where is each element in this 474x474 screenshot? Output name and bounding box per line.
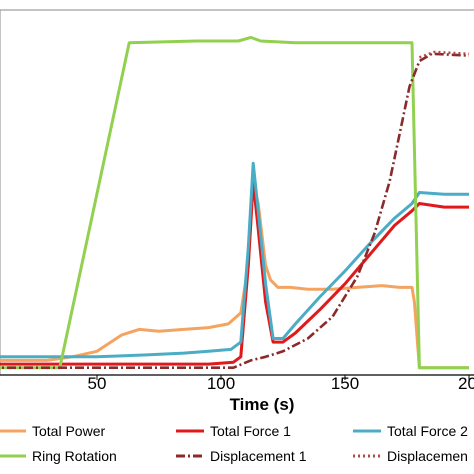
x-axis-title: Time (s)	[230, 395, 295, 414]
x-ticks: 50 100 150 20	[88, 374, 474, 393]
legend-label: Total Force 2	[387, 423, 468, 439]
series-line-displacement-2	[418, 50, 470, 59]
series-line-total-force-1	[0, 180, 469, 366]
legend-label: Total Power	[32, 423, 105, 439]
legend: Total Power Total Force 1 Total Force 2 Rin…	[0, 423, 468, 464]
legend-label: Displacement 1	[210, 448, 307, 464]
x-tick-label: 20	[458, 374, 474, 393]
series-line-ring-rotation	[0, 35, 469, 370]
x-tick-label: 150	[331, 374, 359, 393]
x-tick-label: 100	[207, 374, 235, 393]
legend-label: Total Force 1	[210, 423, 291, 439]
series-line-displacement-1	[0, 52, 470, 370]
legend-label: Displacemen	[387, 448, 468, 464]
series-line-total-force-2	[0, 161, 469, 359]
legend-label: Ring Rotation	[32, 448, 117, 464]
series-layer	[0, 35, 470, 370]
x-tick-label: 50	[88, 374, 107, 393]
